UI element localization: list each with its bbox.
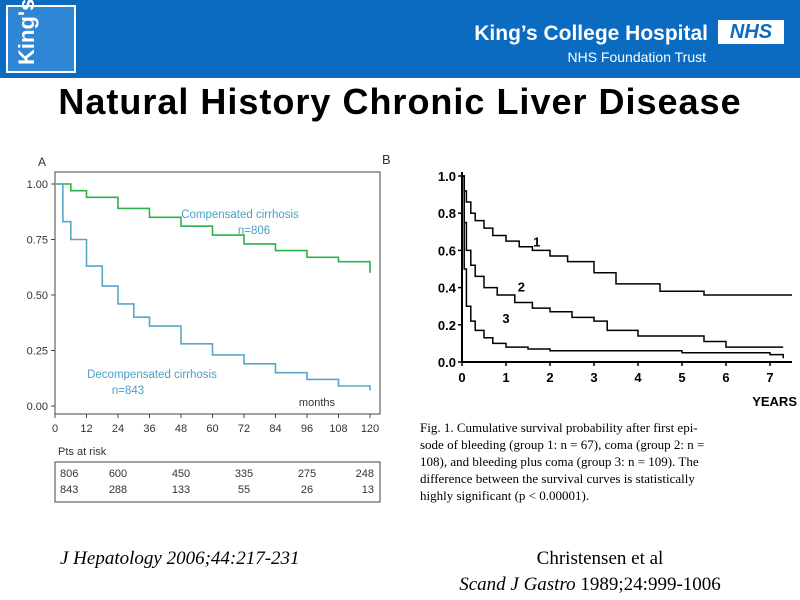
b-x-tick-label-7: 7: [766, 370, 773, 385]
figure-caption-line-4: highly significant (p < 0.00001).: [420, 488, 589, 503]
risk-cell-r0-c0: 806: [60, 468, 78, 480]
panel-label-a: A: [38, 155, 46, 169]
b-series-line-1: [462, 175, 792, 296]
b-y-tick-label-2: 0.6: [438, 243, 456, 258]
x-tick-label-1: 12: [80, 423, 92, 435]
chart-b-survival-bleeding-coma: B 1.0 0.8 0.6 0.4 0.2 0.00 1 2 3 4 5 6 7 YEARS 1 2 3 Fig. …: [382, 152, 800, 512]
y-tick-label-2: 0.50: [27, 290, 48, 302]
kings-logo: King's: [6, 0, 76, 73]
y-tick-label-3: 0.25: [27, 346, 48, 358]
hospital-name: King’s College Hospital: [474, 22, 708, 45]
x-axis-label-months: months: [299, 397, 336, 409]
series-line-compensated: [55, 183, 371, 273]
x-tick-label-3: 36: [143, 423, 155, 435]
b-series-line-2: [462, 175, 784, 348]
risk-table-frame: [54, 461, 381, 503]
reference-right-citation: Scand J Gastro 1989;24:999-1006: [390, 574, 790, 596]
series-label-decompensated-line1: Decompensated cirrhosis: [87, 369, 217, 381]
risk-cell-r1-c5: 13: [362, 484, 374, 496]
risk-table-heading: Pts at risk: [58, 446, 107, 458]
x-tick-label-9: 108: [329, 423, 347, 435]
slide-title: Natural History Chronic Liver Disease: [58, 81, 742, 122]
x-tick-label-8: 96: [301, 423, 313, 435]
x-tick-label-6: 72: [238, 423, 250, 435]
panel-label-b: B: [382, 152, 391, 167]
risk-cell-r0-c1: 600: [109, 468, 127, 480]
risk-cell-r1-c4: 26: [301, 484, 313, 496]
b-series-line-3: [462, 175, 784, 359]
b-x-tick-label-1: 1: [502, 370, 509, 385]
y-tick-label-0: 1.00: [27, 179, 48, 191]
x-tick-label-10: 120: [361, 423, 379, 435]
b-series-label-3: 3: [502, 311, 509, 326]
x-tick-label-2: 24: [112, 423, 124, 435]
figure-caption-line-1: sode of bleeding (group 1: n = 67), coma…: [420, 437, 704, 452]
header-banner: King's King’s College Hospital NHS NHS F…: [0, 0, 800, 78]
risk-cell-r1-c0: 843: [60, 484, 78, 496]
reference-left: J Hepatology 2006;44:217-231: [60, 548, 300, 569]
b-y-tick-label-0: 1.0: [438, 169, 456, 184]
chart-a-survival-cirrhosis: A 1.00 0.75 0.50 0.25 0.00 0 12 24 36 48 60 72 84 96 10…: [27, 155, 381, 503]
x-tick-label-5: 60: [206, 423, 218, 435]
b-x-tick-label-4: 4: [634, 370, 642, 385]
figure-caption-line-0: Fig. 1. Cumulative survival probability …: [420, 420, 698, 435]
b-y-tick-label-3: 0.4: [438, 281, 457, 296]
b-x-tick-label-0: 0: [458, 370, 465, 385]
series-label-compensated-line1: Compensated cirrhosis: [181, 209, 299, 221]
risk-cell-r1-c2: 133: [172, 484, 190, 496]
b-x-tick-label-3: 3: [590, 370, 597, 385]
reference-right-authors: Christensen et al: [536, 548, 664, 569]
trust-name: NHS Foundation Trust: [567, 49, 706, 65]
series-label-compensated-line2: n=806: [238, 225, 270, 237]
b-x-tick-label-2: 2: [546, 370, 553, 385]
risk-cell-r1-c3: 55: [238, 484, 250, 496]
kings-logo-text: King's: [14, 0, 39, 65]
chart-b-background: [400, 160, 800, 512]
risk-cell-r0-c3: 335: [235, 468, 253, 480]
series-label-decompensated-line2: n=843: [112, 385, 144, 397]
b-series-label-1: 1: [533, 235, 540, 250]
risk-cell-r0-c5: 248: [356, 468, 374, 480]
x-tick-label-4: 48: [175, 423, 187, 435]
reference-right-journal: Scand J Gastro: [459, 574, 576, 595]
b-y-tick-label-4: 0.2: [438, 318, 456, 333]
figure-caption-line-2: 108), and bleeding plus coma (group 3: n…: [420, 454, 699, 469]
series-line-decompensated: [55, 183, 371, 391]
chart-a-frame: [54, 171, 381, 415]
b-x-axis-label-years: YEARS: [752, 394, 797, 409]
x-tick-label-0: 0: [52, 423, 58, 435]
y-tick-label-1: 0.75: [27, 235, 48, 247]
figure-caption-line-3: difference between the survival curves i…: [420, 471, 695, 486]
b-y-tick-label-5: 0.0: [438, 355, 456, 370]
risk-cell-r1-c1: 288: [109, 484, 127, 496]
risk-cell-r0-c2: 450: [172, 468, 190, 480]
reference-right-numbers: 1989;24:999-1006: [580, 574, 721, 595]
b-x-tick-label-5: 5: [678, 370, 685, 385]
risk-cell-r0-c4: 275: [298, 468, 316, 480]
x-tick-label-7: 84: [269, 423, 281, 435]
nhs-logo: NHS: [718, 20, 784, 44]
b-x-tick-label-6: 6: [722, 370, 729, 385]
y-tick-label-4: 0.00: [27, 401, 48, 413]
b-y-tick-label-1: 0.8: [438, 206, 456, 221]
b-series-label-2: 2: [518, 279, 525, 294]
